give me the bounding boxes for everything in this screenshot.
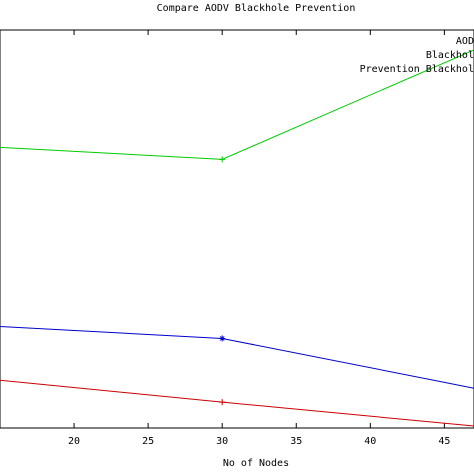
x-tick-label: 40 [364,436,376,447]
series-line [0,379,474,427]
data-point [219,156,226,163]
data-point [219,399,226,406]
plot-area [0,29,474,429]
x-tick-label: 45 [438,436,450,447]
legend: AODV Blackhole Prevention Blackhole [360,36,474,75]
x-tick-label: 20 [68,436,80,447]
chart-title: Compare AODV Blackhole Prevention [157,3,356,14]
plot-lines [0,49,474,427]
legend-entry: AODV [456,36,474,47]
data-point [219,335,226,342]
legend-entry: Blackhole [426,50,474,61]
x-axis: 20 25 30 35 40 45 [68,30,450,447]
x-tick-label: 35 [290,436,302,447]
x-axis-label: No of Nodes [223,458,289,469]
series-line [0,326,474,389]
x-tick-label: 30 [216,436,228,447]
legend-entry: Prevention Blackhole [360,64,474,75]
x-tick-label: 25 [142,436,154,447]
